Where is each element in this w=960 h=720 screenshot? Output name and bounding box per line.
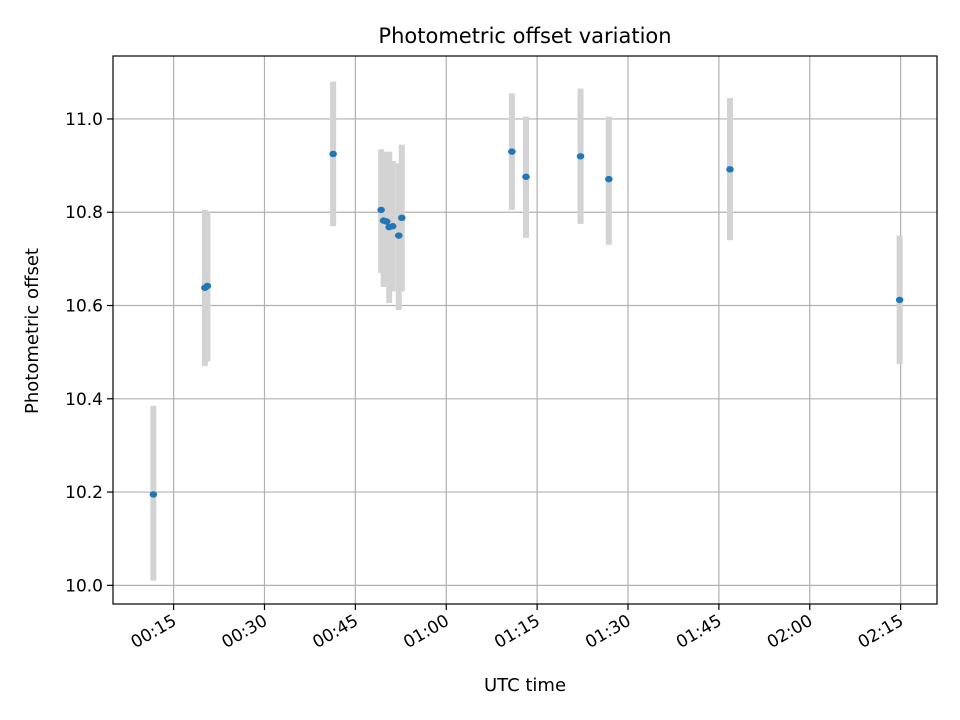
y-tick-label: 10.2 [65, 483, 103, 503]
x-tick-label: 00:30 [219, 611, 271, 653]
x-axis-label: UTC time [484, 675, 566, 696]
data-point [388, 223, 397, 230]
x-tick-label: 01:30 [582, 611, 634, 653]
data-point [377, 206, 385, 214]
y-axis-label: Photometric offset [22, 248, 43, 414]
x-tick-label: 02:00 [764, 611, 816, 653]
plot-frame [112, 55, 938, 605]
data-point [522, 173, 530, 180]
data-point [508, 148, 516, 155]
data-point [203, 282, 212, 290]
x-tick-label: 01:15 [491, 611, 543, 653]
y-tick-label: 10.0 [65, 576, 103, 596]
x-tick-label: 01:00 [400, 611, 452, 653]
x-tick-label: 02:15 [855, 611, 907, 653]
data-points [149, 148, 904, 498]
data-point [329, 150, 337, 158]
data-point [149, 491, 158, 498]
x-tick-label: 00:45 [309, 611, 361, 653]
data-point [605, 175, 613, 183]
y-tick-label: 10.6 [65, 297, 103, 317]
y-tick-label: 11.0 [65, 110, 103, 130]
data-point [398, 214, 406, 222]
y-tick-label: 10.4 [65, 390, 103, 410]
x-tick-label: 01:45 [673, 611, 725, 653]
data-point [394, 232, 403, 239]
data-point [895, 296, 904, 304]
chart-title: Photometric offset variation [378, 24, 671, 48]
data-point [726, 166, 734, 173]
axis-ticks: 00:15 00:30 00:45 01:00 01:15 01:30 01:45 02:00… [65, 110, 907, 653]
data-point [382, 218, 391, 225]
data-point [576, 153, 585, 160]
y-tick-label: 10.8 [65, 203, 103, 223]
x-tick-label: 00:15 [128, 611, 180, 653]
error-bars [150, 81, 903, 581]
